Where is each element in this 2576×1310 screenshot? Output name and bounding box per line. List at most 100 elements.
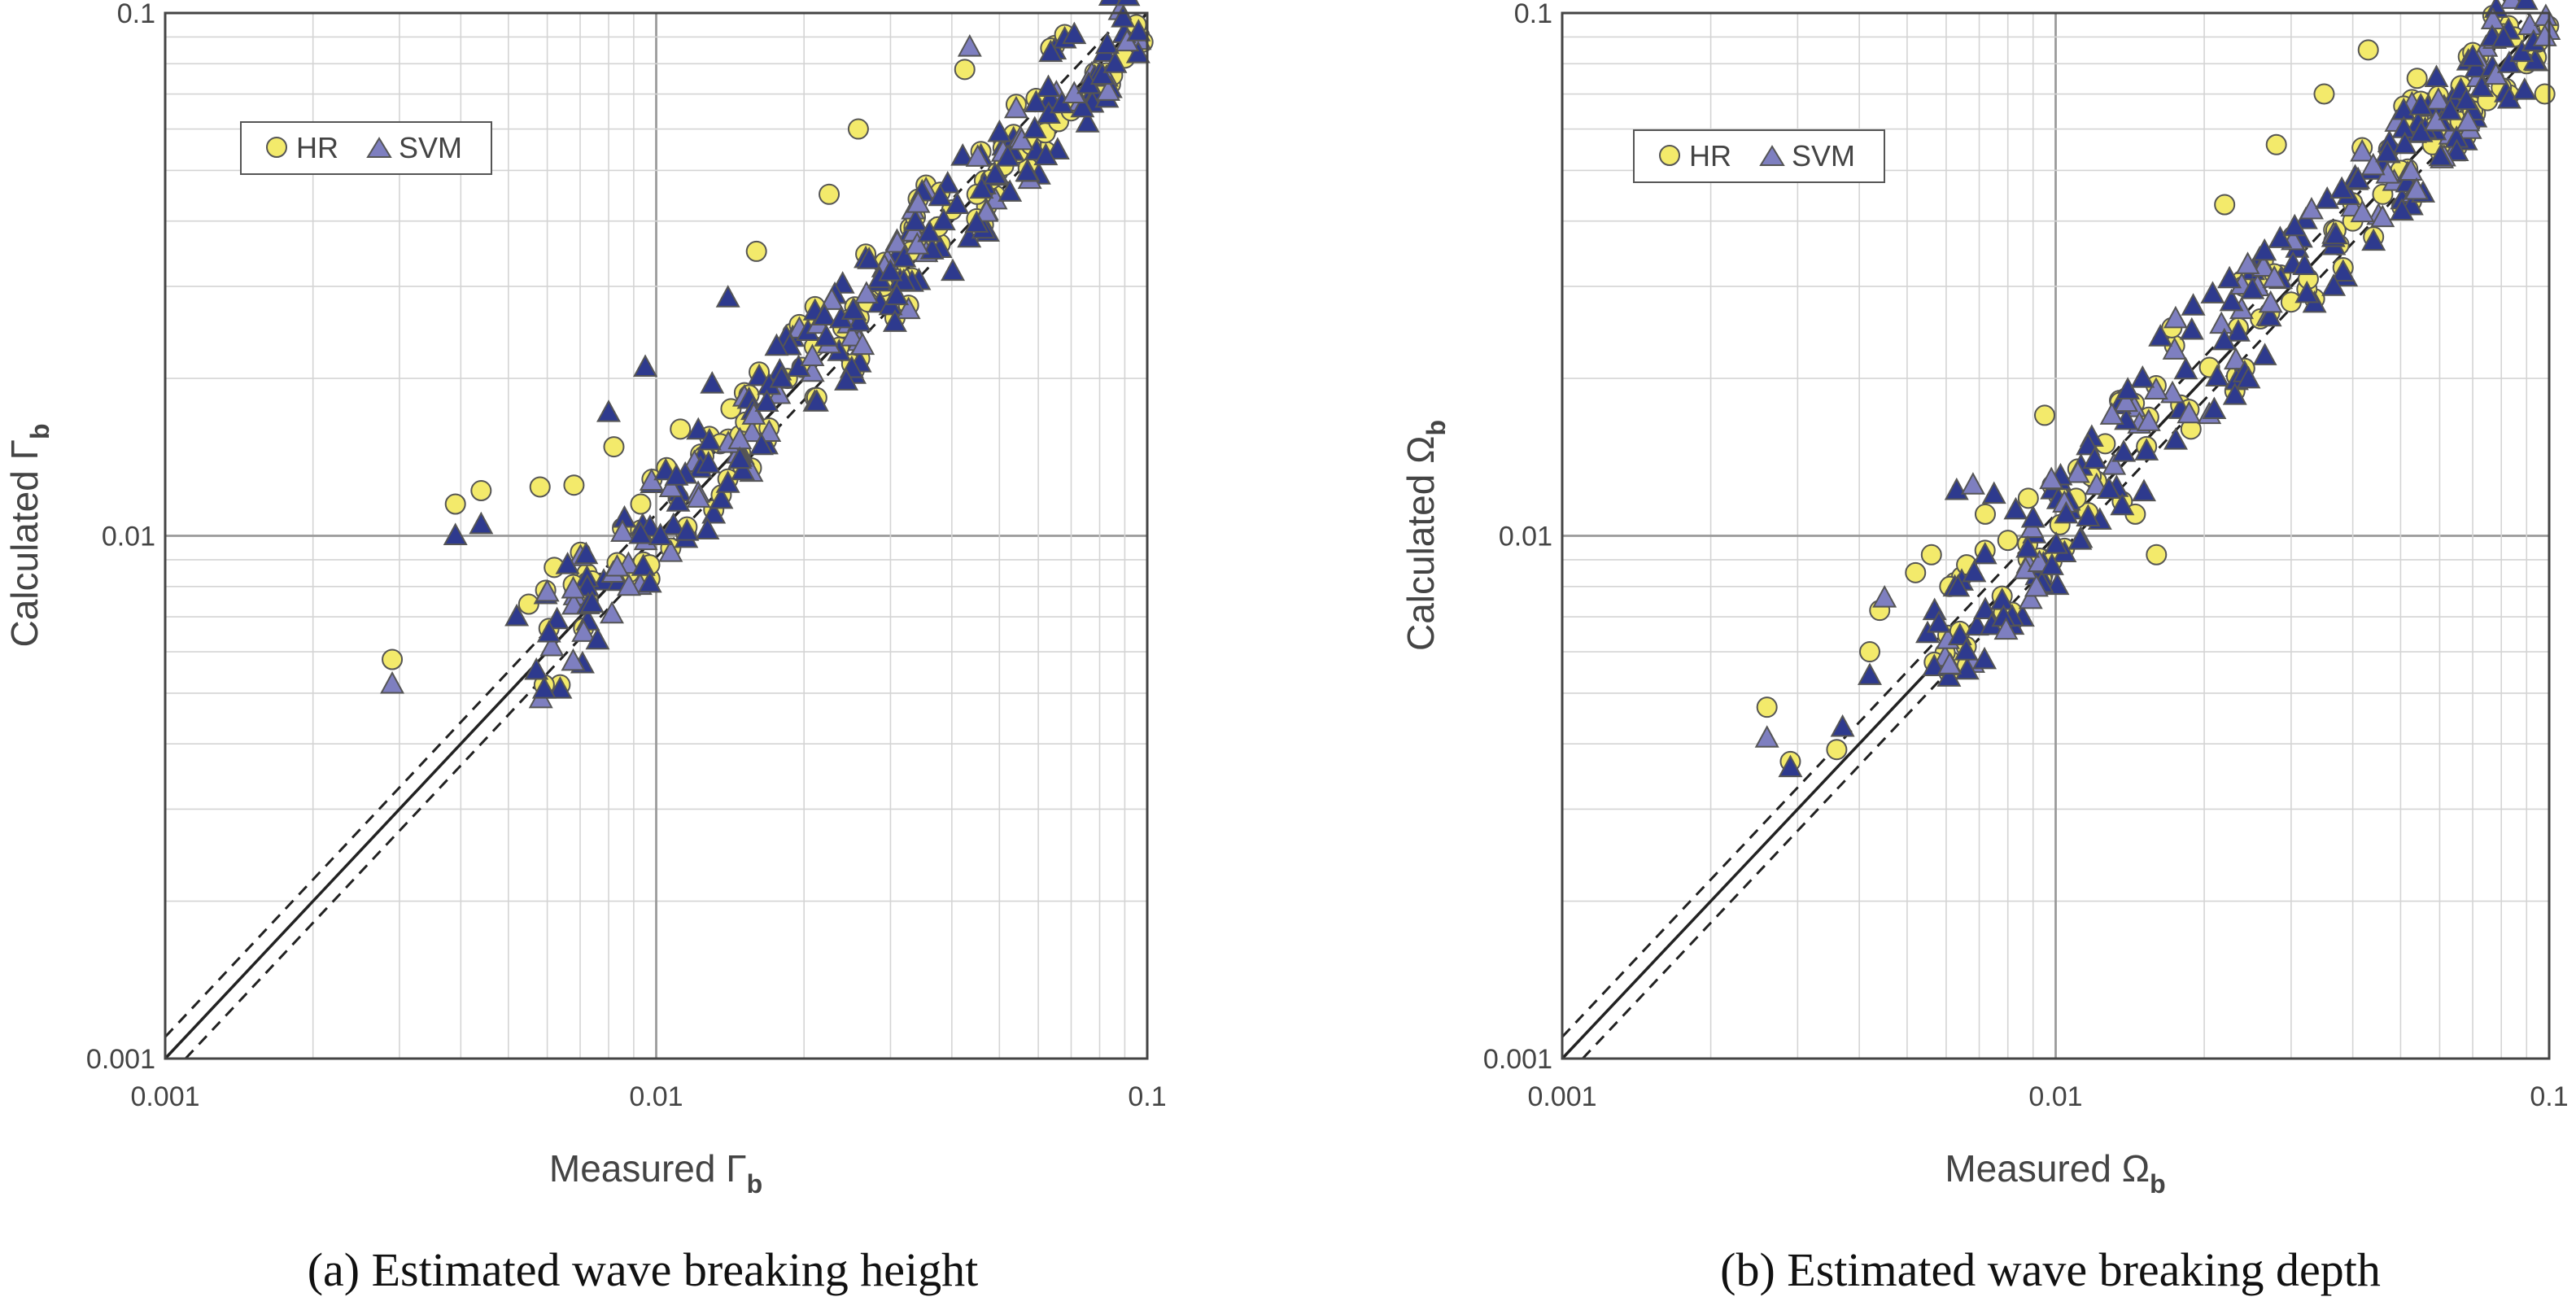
svm-point [882, 309, 907, 332]
svm-point [2181, 293, 2206, 316]
hr-point [2534, 83, 2556, 105]
points-a [380, 0, 1154, 709]
svm-point [2003, 496, 2028, 520]
y-tick-label: 0.001 [86, 1044, 155, 1075]
legend-svm-marker [1759, 145, 1785, 166]
svm-point [1993, 617, 2019, 640]
svm-point [950, 143, 976, 166]
svm-point [740, 419, 765, 443]
svm-point [2361, 228, 2386, 251]
svm-point [617, 573, 641, 596]
svm-point [1936, 664, 1962, 687]
hr-point [529, 476, 551, 498]
svm-point [1945, 574, 1971, 597]
svm-point [610, 519, 635, 542]
svm-point [945, 191, 970, 214]
svm-point [1830, 714, 1855, 737]
chart-panel-b: 0.001 0.01 0.1 0.001 0.01 0.1 HR SVM Measured… [1399, 0, 2569, 1296]
svm-point [2235, 251, 2260, 274]
svm-point [715, 285, 740, 308]
svm-point [2321, 273, 2347, 296]
legend-svm-label: SVM [399, 131, 462, 164]
svm-point [840, 324, 865, 347]
svm-point [2082, 446, 2107, 469]
svm-point [2200, 281, 2225, 303]
svm-point [2512, 76, 2537, 100]
svm-point [709, 486, 734, 509]
svm-point [749, 432, 774, 456]
svm-point [585, 627, 610, 650]
svm-point [596, 400, 621, 422]
svm-point [905, 231, 930, 255]
svm-point [686, 417, 711, 440]
svm-point [730, 457, 755, 481]
plot-area-b [1561, 11, 2551, 1060]
svm-point [1045, 137, 1070, 159]
hr-point [603, 436, 625, 458]
svm-point [2211, 327, 2237, 351]
svm-point [469, 511, 494, 535]
svm-point [2015, 535, 2041, 558]
hr-point [2357, 39, 2379, 61]
hr-point [630, 493, 652, 515]
svm-point [1009, 127, 1034, 151]
svm-point [757, 419, 782, 443]
svm-point [964, 210, 989, 233]
svm-point [878, 258, 903, 282]
svm-point [747, 363, 772, 386]
svm-point [2173, 356, 2198, 380]
svm-point [754, 389, 779, 412]
svm-point [696, 450, 721, 474]
x-tick-label: 0.001 [1527, 1081, 1596, 1112]
svm-point [539, 633, 565, 657]
svm-point [535, 579, 560, 602]
svm-point [2163, 427, 2188, 450]
svm-point [931, 207, 956, 231]
svm-point [715, 470, 740, 493]
svm-point [1972, 646, 1997, 670]
hr-point [382, 648, 404, 670]
svm-point [2252, 343, 2277, 365]
svm-point [2039, 552, 2064, 575]
x-axis-label-a: Measured Γb [549, 1147, 762, 1199]
svm-point [1973, 596, 1997, 619]
svm-point [1937, 652, 1963, 675]
svm-point [854, 281, 879, 303]
legend-svm-marker [366, 137, 392, 158]
svm-point [1038, 39, 1063, 63]
svm-point [631, 553, 656, 576]
svm-point [579, 590, 605, 614]
svm-point [2160, 380, 2185, 404]
svm-point [1947, 622, 1972, 645]
caption-a: (a) Estimated wave breaking height [308, 1243, 979, 1296]
svm-point [2350, 199, 2375, 223]
svm-point [1070, 94, 1095, 118]
svm-point [1102, 50, 1128, 73]
svm-point [941, 258, 966, 282]
svm-point [2065, 460, 2090, 483]
svm-point [2454, 87, 2479, 111]
svm-point [2076, 504, 2101, 527]
svm-point [965, 144, 990, 167]
svm-point [1098, 0, 1123, 6]
svm-point [2115, 377, 2141, 400]
svm-point [1015, 159, 1040, 182]
svm-point [548, 676, 573, 699]
svm-point [504, 603, 530, 627]
svm-point [903, 208, 928, 231]
svm-point [2370, 204, 2395, 228]
svm-point [1094, 31, 1120, 55]
svm-point [1778, 754, 1803, 778]
svm-point [675, 518, 700, 541]
svm-point [2444, 138, 2469, 162]
svm-point [804, 389, 829, 412]
svm-point [1872, 584, 1897, 608]
caption-b: (b) Estimated wave breaking depth [1720, 1243, 2381, 1296]
svm-point [2222, 382, 2247, 405]
svm-point [935, 170, 960, 194]
svm-point [1858, 662, 1882, 685]
svm-point [2067, 527, 2093, 550]
svm-point [2219, 288, 2244, 312]
svm-point [2134, 438, 2159, 461]
hr-point [2214, 194, 2236, 216]
